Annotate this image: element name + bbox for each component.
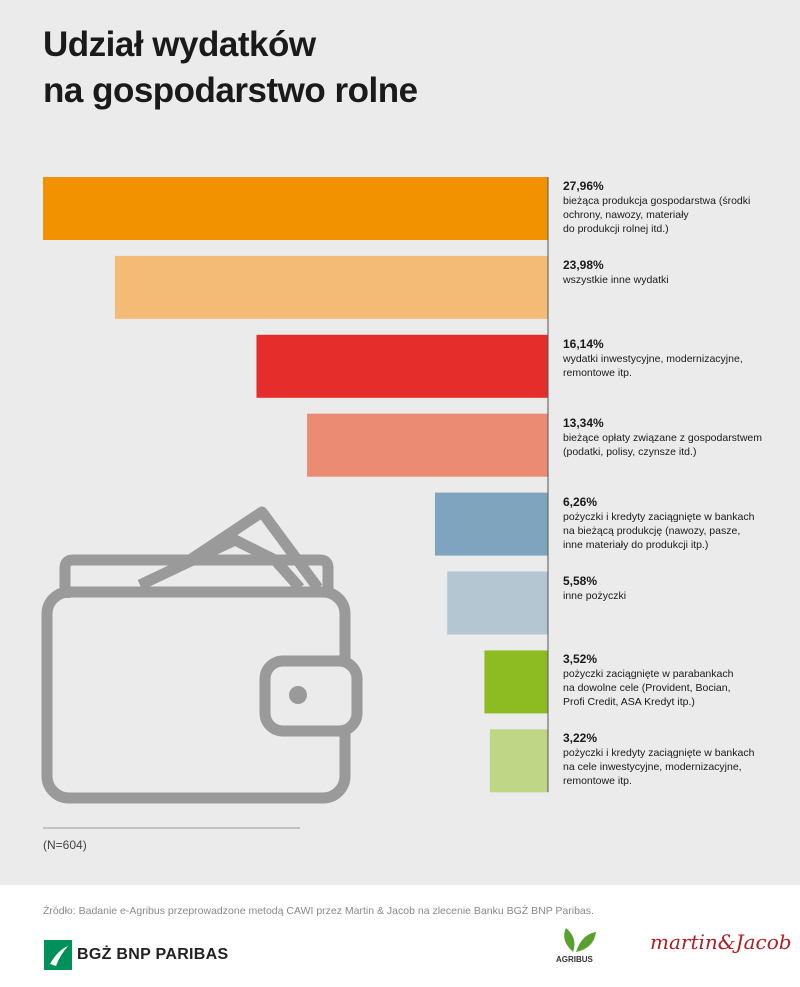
category-label: bieżąca produkcja gospodarstwa (środki o…	[563, 195, 751, 235]
category-label: pożyczki zaciągnięte w parabankach na do…	[563, 668, 734, 709]
bar	[114, 255, 549, 319]
martin-jacob-logo: martin&Jacob	[650, 930, 792, 954]
category-label: wszystkie inne wydatki	[563, 273, 669, 286]
bar-label: 23,98% wszystkie inne wydatki	[563, 258, 793, 287]
agribus-logo	[564, 928, 596, 952]
bar	[43, 177, 548, 240]
category-label: pożyczki i kredyty zaciągnięte w bankach…	[563, 747, 755, 788]
bar	[447, 571, 548, 635]
bar	[434, 492, 548, 556]
source: Źródło: Badanie e-Agribus przeprowadzone…	[43, 905, 594, 917]
category-label: bieżące opłaty związane z gospodarstwem …	[563, 431, 763, 458]
wallet-icon	[41, 506, 363, 804]
sample-size-note: (N=604)	[43, 838, 87, 852]
bar-label: 3,22% pożyczki i kredyty zaciągnięte w ba…	[563, 731, 793, 788]
category-label: inne pożyczki	[563, 589, 627, 602]
bank-logo-text: BGŻ BNP PARIBAS	[77, 946, 229, 963]
value-label: 27,96%	[563, 179, 604, 193]
value-label: 6,26%	[563, 494, 598, 509]
bar	[489, 729, 548, 793]
bar	[484, 650, 548, 714]
bar-label: 16,14% wydatki inwestycyjne, modernizacyj…	[563, 337, 793, 380]
chart-title: Udział wydatków na gospodarstwo rolne	[43, 25, 418, 110]
value-label: 13,34%	[563, 415, 604, 430]
agribus-logo-text: AGRIBUS	[556, 955, 593, 964]
value-label: 16,14%	[563, 336, 604, 351]
bar-label: 3,52% pożyczki zaciągnięte w parabankach …	[563, 652, 793, 709]
bank-logo	[44, 940, 72, 970]
category-label: pożyczki i kredyty zaciągnięte w bankach…	[563, 510, 755, 551]
value-label: 3,22%	[563, 731, 598, 746]
value-label: 23,98%	[563, 257, 604, 272]
bar	[307, 413, 548, 477]
bar-label: 6,26% pożyczki i kredyty zaciągnięte w ba…	[563, 495, 793, 552]
category-label: wydatki inwestycyjne, modernizacyjne, re…	[563, 352, 743, 379]
bar	[256, 334, 548, 398]
bar-label: 27,96% bieżąca produkcja gospodarstwa (śr…	[563, 179, 793, 236]
bar-label: 5,58% inne pożyczki	[563, 574, 793, 603]
bar-label: 13,34% bieżące opłaty związane z gospodar…	[563, 416, 793, 459]
value-label: 5,58%	[563, 573, 598, 588]
value-label: 3,52%	[563, 652, 598, 667]
